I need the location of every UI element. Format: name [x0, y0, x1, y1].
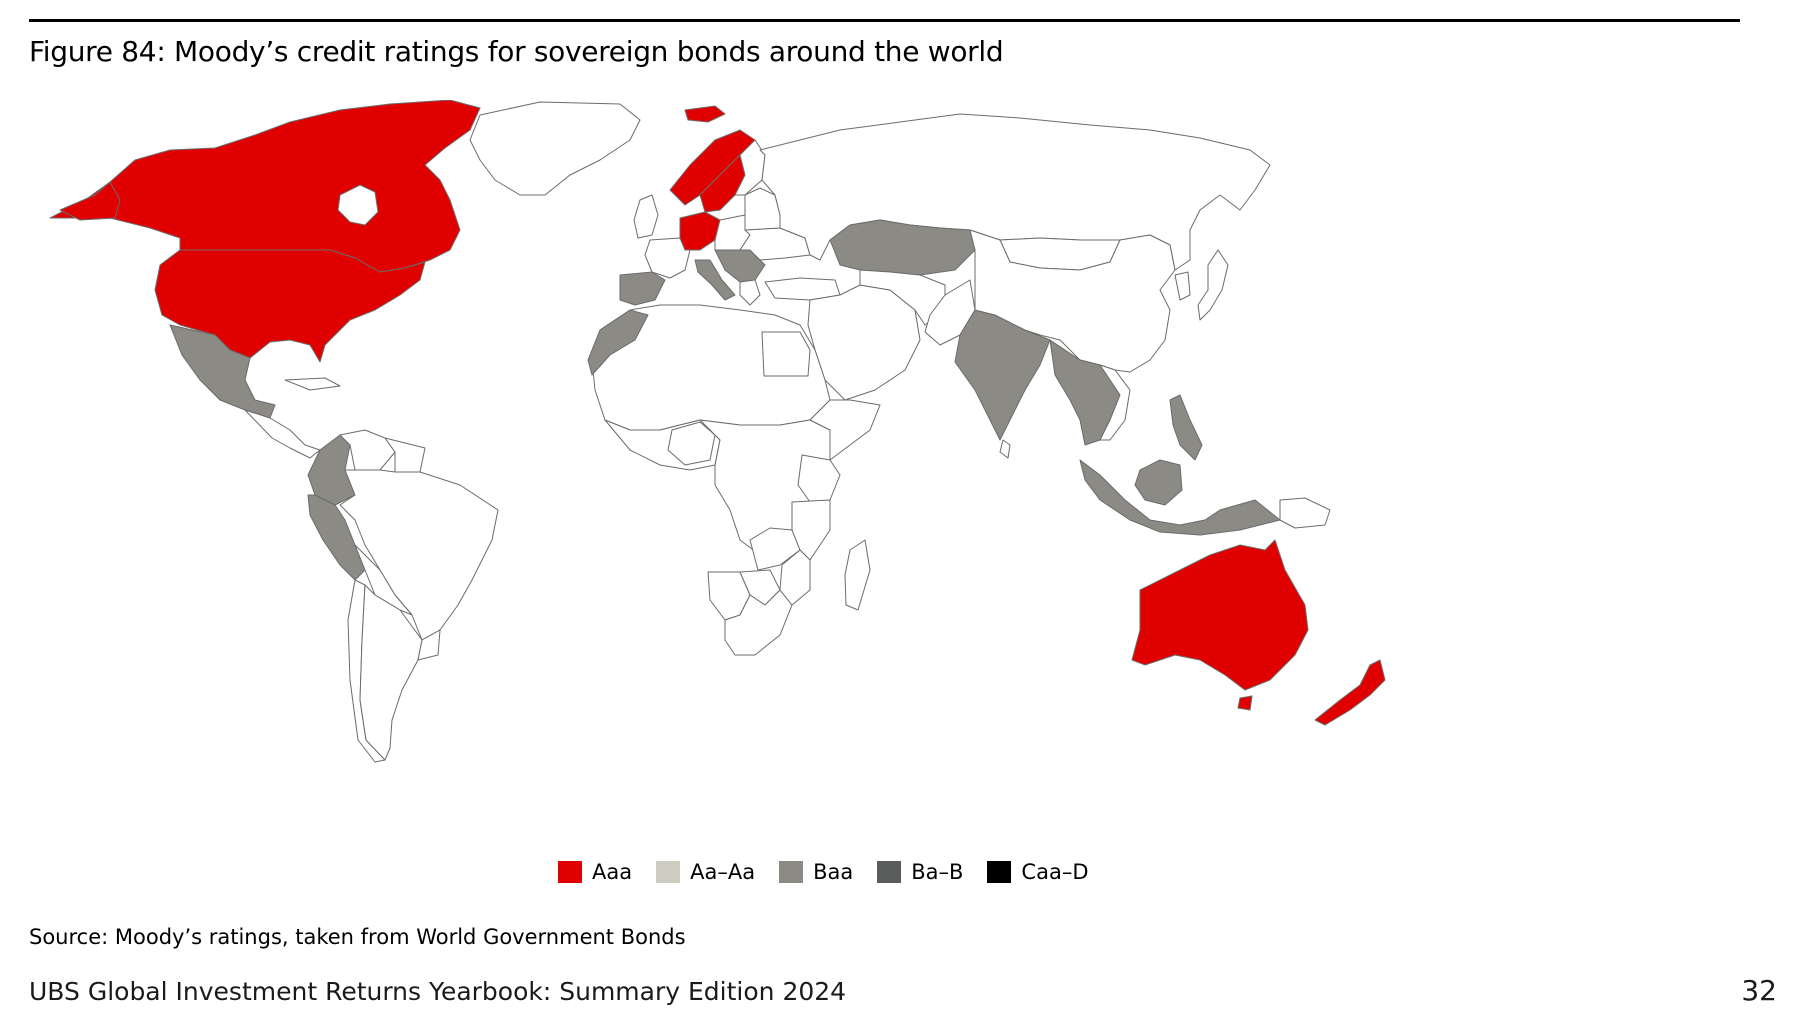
region-italy [694, 259, 736, 301]
region-vietnam [1099, 364, 1131, 441]
region-indonesia [1079, 459, 1281, 536]
region-new-zealand [1314, 659, 1386, 726]
region-sri-lanka [999, 439, 1011, 459]
region-greenland [469, 101, 641, 196]
region-iceland [684, 105, 726, 123]
legend-label: Aa–Aa [690, 860, 756, 884]
region-pakistan [924, 279, 976, 346]
source-note: Source: Moody’s ratings, taken from Worl… [29, 925, 686, 949]
region-caribbean [284, 377, 341, 391]
legend-swatch [877, 861, 902, 883]
legend-label: Caa–D [1021, 860, 1089, 884]
legend-swatch [558, 861, 582, 883]
legend-label: Baa [813, 860, 854, 884]
region-central-america [244, 409, 321, 459]
region-nigeria [667, 421, 716, 466]
region-united-states [154, 249, 426, 363]
footer-publication: UBS Global Investment Returns Yearbook: … [29, 977, 847, 1006]
region-philippines [1169, 394, 1203, 461]
map-legend: Aaa Aa–Aa Baa Ba–B Caa–D [558, 857, 1113, 887]
figure-title: Figure 84: Moody’s credit ratings for so… [29, 35, 1004, 68]
legend-item: Ba–B [877, 860, 963, 884]
region-canada [49, 100, 481, 273]
region-madagascar [844, 539, 871, 611]
legend-item: Baa [779, 860, 853, 884]
region-bolivia-paraguay [354, 544, 413, 616]
region-egypt [761, 331, 811, 377]
region-uruguay [417, 629, 441, 661]
region-finland [734, 139, 766, 196]
legend-swatch [987, 861, 1012, 883]
region-alaska [59, 181, 121, 221]
region-china [969, 229, 1176, 373]
region-papua-new-guinea [1279, 497, 1331, 529]
legend-label: Ba–B [911, 860, 964, 884]
top-rule [29, 19, 1740, 22]
legend-item: Aa–Aa [656, 860, 755, 884]
legend-item: Caa–D [987, 860, 1089, 884]
region-korea [1174, 271, 1191, 301]
region-venezuela [339, 429, 396, 471]
region-spain [619, 271, 666, 306]
legend-swatch [656, 861, 681, 883]
region-horn-of-africa [809, 399, 881, 461]
region-borneo [1134, 459, 1183, 506]
region-united-kingdom [633, 194, 659, 239]
region-tasmania [1237, 695, 1253, 711]
legend-item: Aaa [558, 860, 632, 884]
world-map-svg [49, 100, 1386, 763]
region-germany [679, 211, 721, 251]
region-morocco [587, 309, 649, 376]
region-argentina [359, 584, 423, 761]
region-australia [1131, 539, 1309, 691]
world-map [40, 100, 1600, 900]
region-greece [739, 279, 761, 306]
region-mexico [169, 324, 276, 419]
region-mozambique [779, 549, 811, 606]
region-japan [1197, 249, 1229, 321]
hudson-bay [337, 184, 379, 226]
legend-label: Aaa [592, 860, 633, 884]
page-number: 32 [1741, 974, 1777, 1007]
legend-swatch [779, 861, 804, 883]
